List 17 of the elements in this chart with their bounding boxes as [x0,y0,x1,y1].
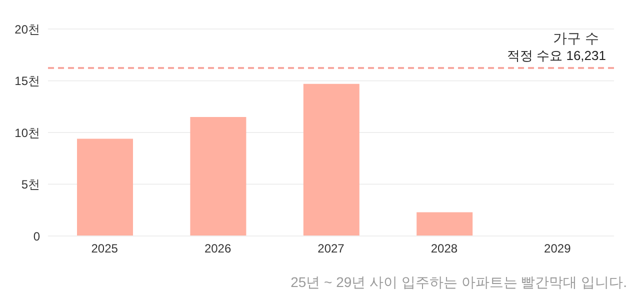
y-tick-label: 10천 [14,126,40,140]
bar [190,116,246,236]
text: 25년 ~ 29년 사이 입주하는 아파트는 빨간막대 입니다. [290,274,627,292]
y-tick-label: 20천 [14,22,40,36]
y-axis-title: 가구 수 [553,30,599,48]
ref-line-label: 적정 수요 16,231 [507,48,606,64]
x-tick-label: 2026 [204,242,232,256]
x-tick-label: 2025 [91,242,118,256]
x-tick-label: 2029 [544,242,572,256]
bar [416,212,473,236]
y-tick-label: 0 [33,229,40,244]
x-tick-label: 2027 [318,242,345,256]
x-tick-label: 2028 [430,242,458,256]
bar [77,138,133,236]
bar [303,84,360,236]
y-tick-label: 5천 [21,178,40,192]
y-tick-label: 15천 [14,74,40,88]
